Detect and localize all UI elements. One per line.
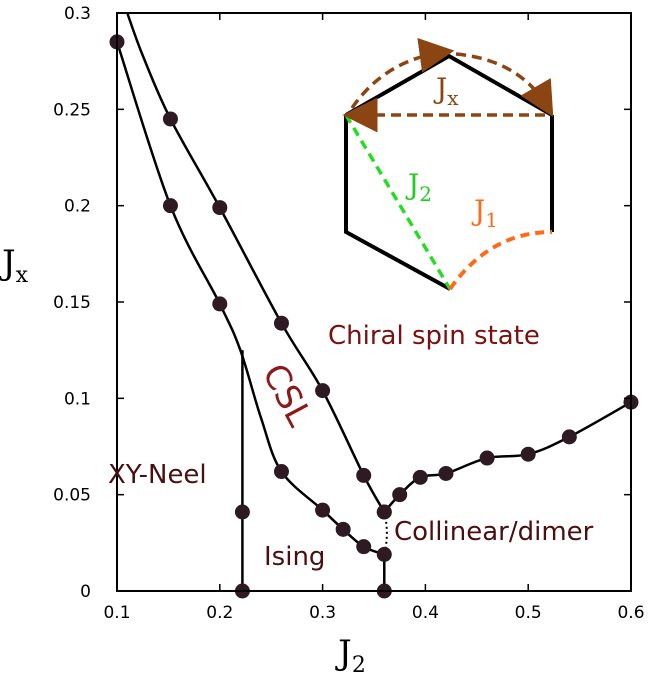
data-point-1-4 — [335, 521, 351, 537]
boundary-curve-0 — [126, 12, 386, 513]
j2-label-base: J — [405, 168, 419, 201]
data-point-2-5 — [520, 446, 536, 462]
data-point-2-0 — [376, 504, 392, 520]
data-point-3-0 — [234, 504, 250, 520]
y-axis-title-base: J — [0, 243, 16, 283]
axis-ticks: 0.1 0.2 0.3 0.4 0.5 0.6 0 0.05 0.1 0.15 0.2 0.25 0.3 — [53, 4, 644, 623]
jx-coupling-label: Jx — [433, 72, 459, 110]
data-point-2-4 — [479, 450, 495, 466]
data-point-2-1 — [392, 487, 408, 503]
x-axis-title: J2 — [335, 633, 366, 678]
data-point-2-2 — [412, 469, 428, 485]
y-tick-label-3: 0.15 — [53, 293, 91, 313]
dotted-boundary — [383, 511, 388, 555]
y-tick-label-0: 0 — [80, 582, 91, 602]
y-tick-label-5: 0.25 — [53, 100, 91, 120]
j1-coupling-arc — [448, 230, 553, 291]
x-tick-label-5: 0.6 — [617, 603, 644, 623]
j2-coupling-label: J2 — [405, 168, 432, 206]
y-tick-label-2: 0.1 — [64, 389, 91, 409]
data-point-1-2 — [273, 464, 289, 480]
y-tick-label-6: 0.3 — [64, 4, 91, 24]
data-point-0-1 — [162, 111, 178, 127]
data-point-0-2 — [212, 200, 228, 216]
x-tick-label-2: 0.3 — [309, 603, 336, 623]
x-tick-label-3: 0.4 — [412, 603, 439, 623]
ising-label: Ising — [264, 542, 325, 572]
data-point-1-3 — [315, 502, 331, 518]
jx-coupling-arrow-right — [455, 52, 554, 118]
chiral-spin-label: Chiral spin state — [328, 321, 540, 351]
y-axis-title-sub: x — [16, 263, 29, 288]
y-axis-title: Jx — [0, 243, 29, 288]
xy-neel-label: XY-Neel — [108, 460, 207, 490]
data-points — [109, 34, 639, 599]
data-point-1-1 — [212, 296, 228, 312]
collinear-dimer-label: Collinear/dimer — [394, 517, 594, 547]
boundary-curve-2 — [383, 401, 632, 513]
data-point-0-5 — [356, 467, 372, 483]
data-point-0-3 — [273, 315, 289, 331]
data-point-1-6 — [376, 546, 392, 562]
data-point-2-3 — [438, 465, 454, 481]
jx-label-sub: x — [447, 86, 459, 110]
x-axis-title-base: J — [335, 633, 352, 673]
y-tick-label-1: 0.05 — [53, 486, 91, 506]
x-axis-title-sub: 2 — [352, 653, 366, 678]
x-tick-label-0: 0.1 — [103, 603, 130, 623]
data-point-1-5 — [356, 539, 372, 555]
j1-label-sub: 1 — [485, 208, 498, 232]
j2-label-sub: 2 — [419, 182, 432, 206]
jx-label-base: J — [433, 72, 447, 105]
jx-coupling-arrow-left — [350, 37, 455, 109]
j1-label-base: J — [471, 194, 485, 227]
data-point-2-6 — [561, 429, 577, 445]
j2-coupling-line — [344, 114, 452, 290]
x-tick-label-1: 0.2 — [206, 603, 233, 623]
data-point-1-0 — [162, 198, 178, 214]
y-tick-label-4: 0.2 — [64, 197, 91, 217]
data-point-0-4 — [315, 383, 331, 399]
hexagon-edges — [344, 115, 451, 291]
j1-coupling-label: J1 — [471, 194, 498, 232]
x-tick-label-4: 0.5 — [515, 603, 542, 623]
inset-lattice-diagram: Jx J2 J1 — [342, 37, 554, 291]
